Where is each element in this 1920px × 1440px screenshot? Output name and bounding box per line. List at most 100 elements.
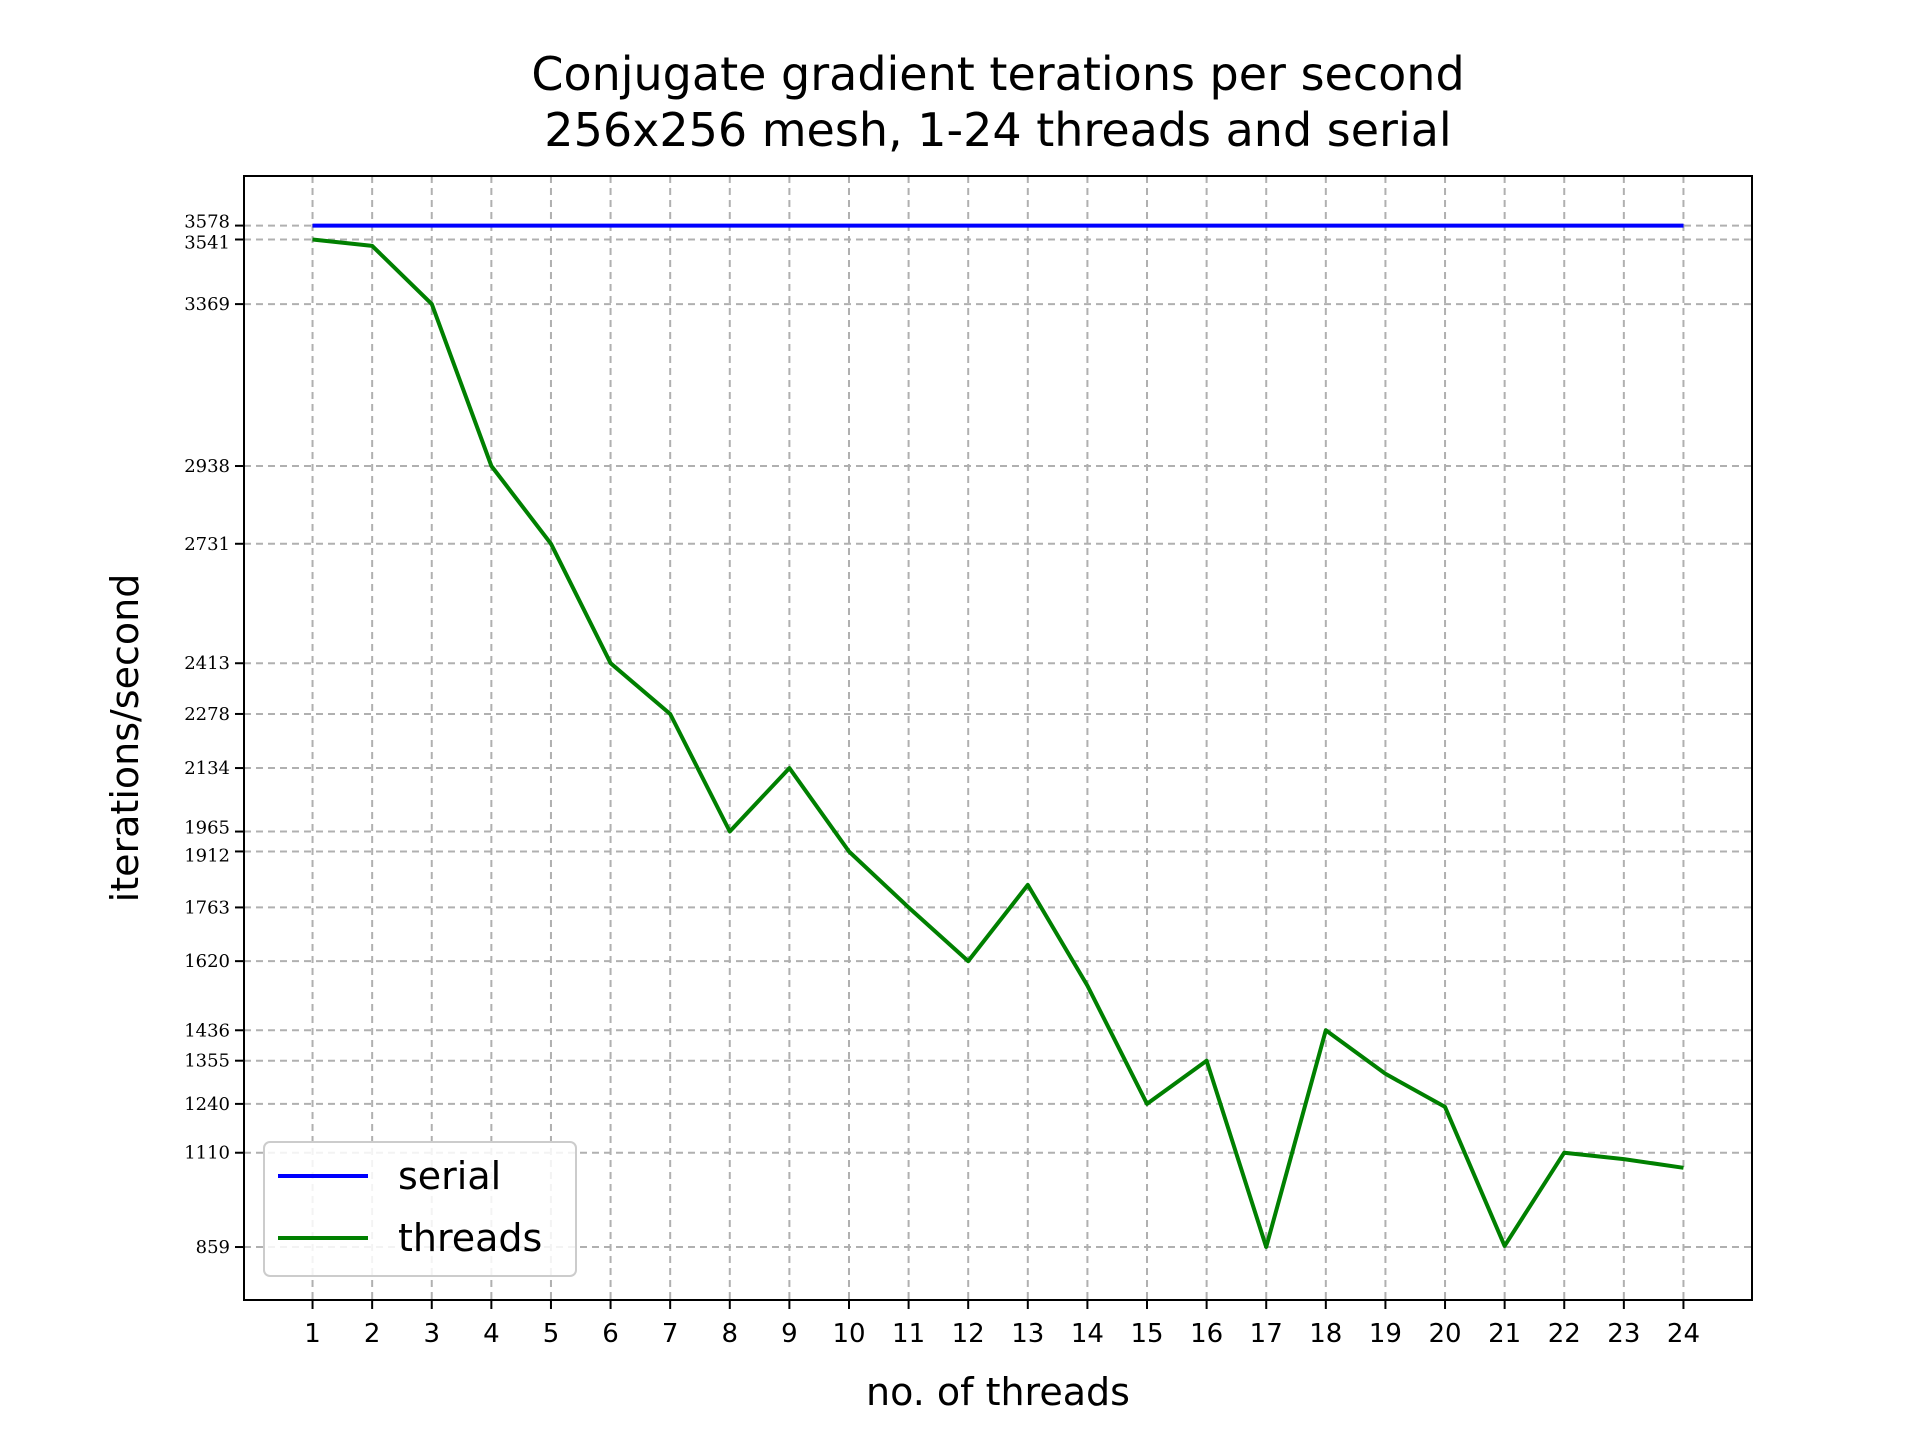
x-tick-label: 17 xyxy=(1250,1319,1283,1349)
data-point-serial xyxy=(789,225,790,226)
data-point-threads xyxy=(1147,1103,1148,1104)
data-point-serial xyxy=(1445,225,1446,226)
x-tick-label: 3 xyxy=(423,1319,440,1349)
x-tick-label: 20 xyxy=(1428,1319,1461,1349)
chart-subtitle: 256x256 mesh, 1-24 threads and serial xyxy=(544,103,1451,157)
y-tick-label: 1965 xyxy=(184,818,230,839)
data-point-serial xyxy=(1385,225,1386,226)
y-tick-label: 2731 xyxy=(184,534,230,555)
data-point-serial xyxy=(491,225,492,226)
data-point-threads xyxy=(1027,884,1028,885)
data-point-serial xyxy=(1147,225,1148,226)
data-point-threads xyxy=(1325,1030,1326,1031)
x-tick-label: 24 xyxy=(1667,1319,1700,1349)
data-point-serial xyxy=(1266,225,1267,226)
data-point-threads xyxy=(1445,1106,1446,1107)
x-tick-label: 12 xyxy=(952,1319,985,1349)
y-axis-label: iterations/second xyxy=(103,574,147,903)
data-point-serial xyxy=(550,225,551,226)
data-point-serial xyxy=(968,225,969,226)
data-point-threads xyxy=(1087,985,1088,986)
x-tick-label: 1 xyxy=(304,1319,321,1349)
legend-label-threads: threads xyxy=(398,1216,542,1260)
data-point-threads xyxy=(491,466,492,467)
y-tick-label: 1110 xyxy=(184,1143,230,1164)
y-tick-label: 1763 xyxy=(184,897,230,918)
data-point-threads xyxy=(431,304,432,305)
y-tick-label: 2413 xyxy=(184,653,230,674)
data-point-threads xyxy=(968,961,969,962)
data-point-threads xyxy=(670,713,671,714)
grid xyxy=(244,176,1752,1300)
data-point-serial xyxy=(1087,225,1088,226)
x-tick-label: 14 xyxy=(1071,1319,1104,1349)
data-point-serial xyxy=(729,225,730,226)
x-tick-label: 2 xyxy=(364,1319,381,1349)
legend: serial threads xyxy=(263,1141,577,1277)
data-point-serial xyxy=(670,225,671,226)
data-point-threads xyxy=(1564,1152,1565,1153)
series-layer xyxy=(312,223,1684,1249)
data-point-serial xyxy=(610,225,611,226)
x-tick-label: 23 xyxy=(1607,1319,1640,1349)
x-tick-label: 16 xyxy=(1190,1319,1223,1349)
data-point-serial xyxy=(848,225,849,226)
data-point-serial xyxy=(1683,225,1684,226)
x-tick-label: 5 xyxy=(543,1319,560,1349)
y-tick-label: 1620 xyxy=(184,951,230,972)
data-point-threads xyxy=(550,543,551,544)
data-point-threads xyxy=(848,851,849,852)
chart-title: Conjugate gradient terations per second xyxy=(531,47,1464,101)
x-tick-label: 21 xyxy=(1488,1319,1521,1349)
data-point-threads xyxy=(908,907,909,908)
data-point-threads xyxy=(372,245,373,246)
data-point-threads xyxy=(1206,1060,1207,1061)
x-tick-label: 22 xyxy=(1548,1319,1581,1349)
data-point-serial xyxy=(908,225,909,226)
x-tick-label: 8 xyxy=(722,1319,739,1349)
data-point-threads xyxy=(1504,1245,1505,1246)
x-tick-label: 7 xyxy=(662,1319,679,1349)
y-tick-label: 2938 xyxy=(184,456,230,477)
x-tick-label: 15 xyxy=(1130,1319,1163,1349)
series-line-threads xyxy=(312,237,1684,1249)
data-point-serial xyxy=(312,225,313,226)
data-point-serial xyxy=(1206,225,1207,226)
y-tick-label: 1912 xyxy=(184,845,230,866)
y-tick-label: 3369 xyxy=(184,294,230,315)
data-point-serial xyxy=(372,225,373,226)
y-tick-label: 2134 xyxy=(184,758,230,779)
data-point-serial xyxy=(431,225,432,226)
data-point-threads xyxy=(610,663,611,664)
x-tick-label: 13 xyxy=(1011,1319,1044,1349)
x-axis-label: no. of threads xyxy=(866,1370,1130,1414)
y-tick-label: 859 xyxy=(196,1237,230,1258)
x-tick-label: 4 xyxy=(483,1319,500,1349)
y-tick-label: 3578 xyxy=(184,212,230,233)
data-point-serial xyxy=(1027,225,1028,226)
data-point-threads xyxy=(729,831,730,832)
data-point-threads xyxy=(1683,1167,1684,1168)
y-tick-label: 1355 xyxy=(184,1051,230,1072)
y-tick-label: 1240 xyxy=(184,1094,230,1115)
y-tick-label: 1436 xyxy=(184,1020,230,1041)
plot-frame xyxy=(243,175,1753,1301)
x-tick-label: 18 xyxy=(1309,1319,1342,1349)
data-point-threads xyxy=(1385,1073,1386,1074)
data-point-threads xyxy=(789,768,790,769)
x-tick-label: 19 xyxy=(1369,1319,1402,1349)
x-tick-label: 10 xyxy=(832,1319,865,1349)
data-point-serial xyxy=(1504,225,1505,226)
x-tick-label: 9 xyxy=(781,1319,798,1349)
ticks: 1 2 3 4 5 6 7 8 9 10 11 12 13 14 15 16 17 18 19 20 21 22 23 243… xyxy=(184,212,1700,1349)
data-point-threads xyxy=(1623,1159,1624,1160)
x-tick-label: 11 xyxy=(892,1319,925,1349)
data-point-serial xyxy=(1325,225,1326,226)
data-point-serial xyxy=(1623,225,1624,226)
data-point-threads xyxy=(1266,1247,1267,1248)
data-point-threads xyxy=(312,239,313,240)
data-point-serial xyxy=(1564,225,1565,226)
legend-label-serial: serial xyxy=(398,1154,501,1198)
x-tick-label: 6 xyxy=(602,1319,619,1349)
